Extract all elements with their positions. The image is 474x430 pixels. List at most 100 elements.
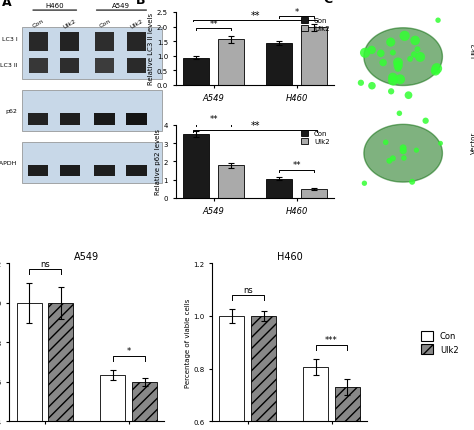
Point	[413, 147, 420, 154]
Text: *: *	[127, 346, 131, 355]
Point	[405, 92, 412, 99]
Bar	[266, 44, 292, 86]
Polygon shape	[364, 125, 442, 183]
Bar	[94, 114, 115, 126]
Point	[401, 33, 409, 40]
Point	[411, 38, 419, 45]
Bar	[126, 166, 147, 176]
Bar	[60, 114, 80, 126]
Point	[432, 68, 439, 75]
Text: **: **	[292, 161, 301, 170]
Point	[400, 145, 407, 152]
Bar	[28, 33, 47, 52]
Point	[394, 66, 402, 73]
Point	[396, 77, 404, 83]
Y-axis label: Relative LC3 II levels: Relative LC3 II levels	[148, 13, 154, 85]
Legend: Con, Ulk2: Con, Ulk2	[300, 129, 331, 146]
Bar	[28, 166, 48, 176]
Text: Vector: Vector	[471, 132, 474, 154]
Point	[387, 40, 394, 46]
Bar	[266, 179, 292, 199]
Point	[357, 80, 365, 87]
Point	[368, 83, 376, 90]
Bar	[28, 114, 48, 126]
Bar	[17, 303, 42, 430]
Point	[385, 158, 393, 165]
Text: **: **	[210, 19, 218, 28]
Y-axis label: Percentage of viable cells: Percentage of viable cells	[184, 298, 191, 387]
Text: LC3 I: LC3 I	[2, 37, 18, 42]
Text: H460: H460	[46, 3, 64, 9]
Bar	[60, 59, 79, 74]
Bar	[301, 190, 327, 199]
Title: A549: A549	[74, 252, 100, 261]
Bar	[301, 28, 327, 86]
Point	[410, 52, 418, 59]
Bar	[183, 58, 210, 86]
Bar	[95, 33, 114, 52]
Bar	[22, 91, 162, 132]
Point	[361, 180, 368, 187]
Text: A549: A549	[112, 3, 130, 9]
Point	[389, 156, 397, 163]
Point	[394, 63, 402, 70]
Point	[396, 111, 403, 117]
Bar	[22, 143, 162, 184]
Point	[434, 18, 442, 25]
Bar	[94, 166, 115, 176]
Title: H460: H460	[277, 252, 302, 261]
Legend: Con, Ulk2: Con, Ulk2	[300, 16, 331, 34]
Polygon shape	[364, 29, 442, 86]
Bar	[218, 166, 244, 199]
Bar	[60, 166, 80, 176]
Point	[379, 60, 387, 67]
Bar	[60, 33, 79, 52]
Point	[389, 50, 397, 57]
Bar	[28, 59, 47, 74]
Text: **: **	[250, 121, 260, 131]
Bar	[132, 382, 157, 430]
Bar	[100, 375, 126, 430]
Text: C: C	[323, 0, 333, 6]
Legend: Con, Ulk2: Con, Ulk2	[419, 329, 460, 356]
Bar	[219, 316, 245, 430]
Point	[400, 155, 408, 162]
Point	[406, 56, 414, 63]
Text: B: B	[136, 0, 146, 7]
Point	[394, 60, 402, 67]
Point	[433, 66, 441, 73]
Bar	[127, 33, 146, 52]
Bar	[48, 303, 73, 430]
Text: ***: ***	[325, 336, 338, 344]
Point	[437, 141, 444, 147]
Bar	[95, 59, 114, 74]
Text: Ulk2: Ulk2	[63, 18, 77, 30]
Point	[387, 89, 395, 95]
Text: ns: ns	[40, 259, 50, 268]
Text: A: A	[1, 0, 11, 9]
Text: **: **	[210, 115, 218, 124]
Text: *: *	[294, 8, 299, 16]
Bar	[183, 135, 210, 199]
Text: GAPDH: GAPDH	[0, 161, 18, 166]
Point	[400, 148, 407, 155]
Point	[382, 139, 390, 146]
Bar	[303, 368, 328, 430]
Text: Con: Con	[31, 18, 45, 29]
Point	[422, 118, 429, 125]
Bar	[218, 40, 244, 86]
Point	[416, 54, 424, 61]
Y-axis label: Relative p62 levels: Relative p62 levels	[155, 129, 161, 195]
Point	[389, 75, 397, 82]
Bar	[251, 316, 276, 430]
Point	[368, 47, 375, 54]
Text: Con: Con	[98, 18, 111, 29]
Text: Ulk2: Ulk2	[129, 18, 144, 30]
Point	[409, 179, 416, 186]
Text: LC3 II: LC3 II	[0, 62, 18, 68]
Point	[377, 51, 384, 58]
Point	[414, 47, 421, 54]
Bar	[126, 114, 147, 126]
Bar	[127, 59, 146, 74]
Bar	[22, 28, 162, 80]
